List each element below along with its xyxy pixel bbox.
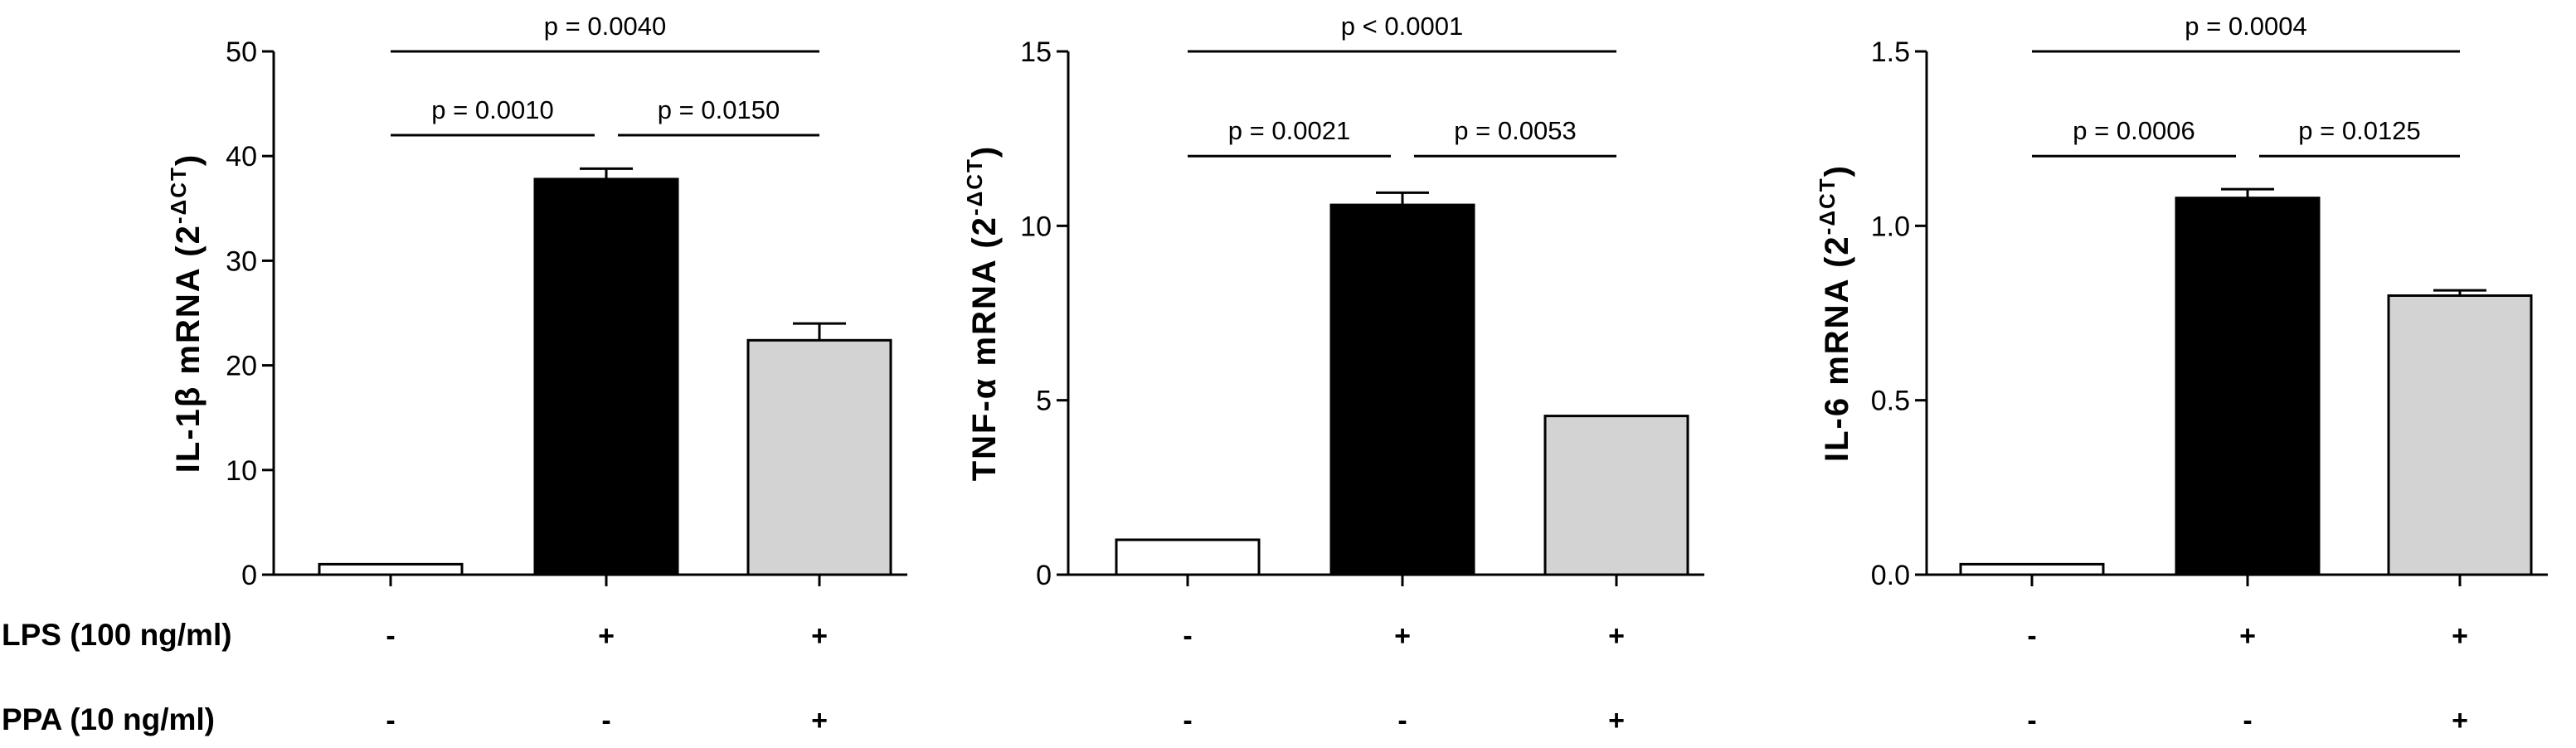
bar-2 — [533, 177, 679, 576]
p-value-label: p = 0.0021 — [1228, 116, 1350, 145]
p-value-label: p = 0.0053 — [1454, 116, 1576, 145]
lps-sign: + — [598, 620, 615, 652]
y-tick-label: 15 — [1020, 36, 1052, 68]
chart-panel-3: 0.0 0.5 1.0 1.5 IL-6 mRNA (2-ΔCT) p = 0.0006 p… — [1815, 12, 2548, 591]
y-tick-label: 20 — [226, 351, 257, 382]
y-tick-label: 0 — [241, 560, 257, 591]
bar-3 — [2387, 294, 2533, 576]
lps-sign: + — [1608, 620, 1625, 652]
y-tick-label: 0 — [1036, 560, 1052, 591]
y-tick-label: 10 — [1020, 211, 1052, 242]
y-axis-label: IL-1β mRNA (2-ΔCT) — [166, 153, 207, 473]
ppa-sign: + — [2452, 705, 2468, 736]
lps-sign: - — [2027, 620, 2036, 652]
ppa-sign: - — [386, 705, 395, 736]
y-axis-label: IL-6 mRNA (2-ΔCT) — [1815, 164, 1855, 462]
y-tick-label: 30 — [226, 245, 257, 277]
lps-sign: - — [386, 620, 395, 652]
bar-2 — [1329, 203, 1475, 576]
y-tick-label: 40 — [226, 141, 257, 172]
y-tick-label: 5 — [1036, 386, 1052, 417]
p-value-label: p = 0.0004 — [2185, 12, 2306, 41]
p-value-label: p = 0.0150 — [658, 95, 780, 124]
bar-1 — [1959, 562, 2105, 576]
y-axis-label: TNF-α mRNA (2-ΔCT) — [962, 145, 1003, 482]
y-tick-label: 10 — [226, 455, 257, 487]
lps-row-label: LPS (100 ng/ml) — [2, 618, 232, 652]
chart-panel-1: 0 10 20 30 40 50 IL-1β mRNA (2-ΔCT) p = 0.0010 p… — [166, 12, 907, 591]
p-value-label: p = 0.0040 — [544, 12, 666, 41]
y-tick-label: 0.5 — [1871, 386, 1910, 417]
ppa-sign: + — [1608, 705, 1625, 736]
bar-1 — [318, 562, 464, 576]
y-tick-label: 1.0 — [1871, 211, 1910, 242]
bar-3 — [746, 338, 892, 576]
bar-1 — [1115, 538, 1261, 576]
ppa-sign: - — [1397, 705, 1407, 736]
lps-sign: + — [1394, 620, 1411, 652]
lps-sign: + — [2452, 620, 2468, 652]
y-tick-label: 0.0 — [1871, 560, 1910, 591]
ppa-sign: - — [2027, 705, 2036, 736]
ppa-sign: - — [601, 705, 610, 736]
lps-sign: + — [811, 620, 828, 652]
p-value-label: p < 0.0001 — [1341, 12, 1463, 41]
chart-panel-2: 0 5 10 15 TNF-α mRNA (2-ΔCT) p = 0.0021 p = 0.… — [962, 12, 1704, 591]
bar-3 — [1543, 415, 1689, 576]
ppa-row-label: PPA (10 ng/ml) — [2, 702, 215, 736]
p-value-label: p = 0.0010 — [431, 95, 553, 124]
ppa-sign: - — [1183, 705, 1192, 736]
p-value-label: p = 0.0125 — [2298, 116, 2420, 145]
lps-sign: - — [1183, 620, 1192, 652]
ppa-sign: + — [811, 705, 828, 736]
lps-sign: + — [2239, 620, 2256, 652]
y-tick-label: 50 — [226, 36, 257, 68]
p-value-label: p = 0.0006 — [2073, 116, 2194, 145]
ppa-sign: - — [2243, 705, 2252, 736]
condition-rows: LPS (100 ng/ml) PPA (10 ng/ml) - - + - + + - - +… — [2, 618, 2468, 736]
y-tick-label: 1.5 — [1871, 36, 1910, 68]
bar-2 — [2175, 197, 2321, 576]
